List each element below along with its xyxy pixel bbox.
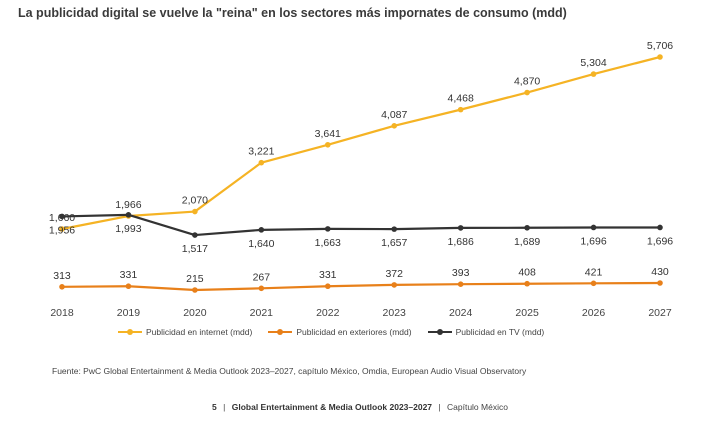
data-label-tv: 1,640 [248,238,274,250]
data-point-internet [59,226,65,232]
legend-item-internet: Publicidad en internet (mdd) [118,327,252,337]
data-label-internet: 5,706 [647,40,673,52]
data-label-internet: 4,468 [448,93,474,105]
data-point-exteriores [457,281,464,288]
data-label-exteriores: 421 [585,266,603,278]
legend-swatch-exteriores [268,327,293,337]
footer-separator: | [438,402,441,412]
data-point-internet [324,141,331,148]
data-label-tv: 1,663 [315,237,341,249]
data-label-tv: 1,696 [647,235,673,247]
data-point-internet [657,54,663,60]
data-label-exteriores: 313 [53,270,71,282]
data-label-internet: 1,966 [115,199,141,211]
data-label-tv: 1,686 [448,236,474,248]
data-point-tv [524,224,530,231]
data-label-tv: 1,657 [381,237,407,249]
data-label-tv: 1,517 [182,243,208,255]
x-tick-label: 2018 [50,307,74,319]
data-point-internet [590,71,597,77]
data-point-tv [192,232,198,238]
legend-swatch-internet [118,327,142,337]
line-chart: 1,6601,9662,0703,2213,6414,0874,4684,870… [49,40,673,319]
x-tick-label: 2020 [183,307,207,319]
data-point-exteriores [524,280,530,287]
series-line-exteriores [61,281,661,292]
data-label-tv: 1,696 [580,235,606,247]
data-point-exteriores [59,284,65,290]
data-point-tv [59,213,65,220]
data-label-internet: 5,304 [580,57,606,69]
data-point-exteriores [125,283,132,290]
data-point-exteriores [192,287,198,293]
chart-legend: Publicidad en internet (mdd) Publicidad … [118,325,544,339]
data-label-exteriores: 331 [319,269,337,281]
data-label-exteriores: 267 [253,271,271,283]
footer-separator: | [223,402,226,412]
source-note: Fuente: PwC Global Entertainment & Media… [52,366,527,376]
legend-item-exteriores: Publicidad en exteriores (mdd) [268,327,412,337]
data-label-exteriores: 331 [120,269,138,281]
data-point-exteriores [657,280,663,286]
data-point-exteriores [258,285,265,292]
chart-title: La publicidad digital se vuelve la "rein… [18,6,567,20]
data-point-tv [125,212,132,218]
data-label-internet: 3,641 [315,128,341,140]
data-point-exteriores [324,283,331,290]
data-point-internet [192,208,198,215]
data-point-tv [258,227,265,233]
x-tick-label: 2021 [250,307,274,319]
data-label-exteriores: 372 [385,268,403,280]
data-point-tv [391,226,398,232]
data-label-tv: 1,956 [49,224,75,236]
data-point-exteriores [391,282,398,288]
data-point-internet [391,123,398,129]
x-tick-label: 2024 [449,307,473,319]
data-label-internet: 3,221 [248,146,274,158]
data-label-internet: 2,070 [182,195,208,207]
x-tick-label: 2027 [648,307,672,319]
legend-label-internet: Publicidad en internet (mdd) [146,327,253,337]
series-line-internet [61,55,661,231]
data-label-tv: 1,993 [115,223,141,235]
data-point-internet [524,89,530,96]
page-number: 5 [212,402,217,412]
legend-label-tv: Publicidad en TV (mdd) [455,327,545,337]
data-label-exteriores: 215 [186,273,204,285]
legend-swatch-tv [427,327,452,337]
page-footer: 5 | Global Entertainment & Media Outlook… [0,402,720,412]
x-tick-label: 2023 [383,307,407,319]
data-point-tv [590,224,597,231]
data-label-tv: 1,689 [514,236,540,248]
data-label-exteriores: 430 [651,266,669,278]
data-label-internet: 4,087 [381,109,407,121]
data-label-internet: 4,870 [514,76,540,88]
legend-label-exteriores: Publicidad en exteriores (mdd) [296,327,412,337]
data-point-exteriores [590,280,597,287]
data-point-tv [657,224,663,231]
report-title: Global Entertainment & Media Outlook 202… [231,402,433,412]
data-point-tv [324,226,331,232]
chapter-name: Capítulo México [447,402,508,412]
series-line-tv [61,213,660,237]
x-tick-label: 2025 [515,307,539,319]
data-point-internet [457,106,464,113]
data-label-exteriores: 393 [452,267,470,279]
data-label-exteriores: 408 [518,267,536,279]
data-point-tv [457,225,464,231]
x-tick-label: 2026 [582,307,606,319]
legend-item-tv: Publicidad en TV (mdd) [427,327,545,337]
data-point-internet [258,159,265,166]
x-tick-label: 2022 [316,307,340,319]
x-tick-label: 2019 [117,307,141,319]
